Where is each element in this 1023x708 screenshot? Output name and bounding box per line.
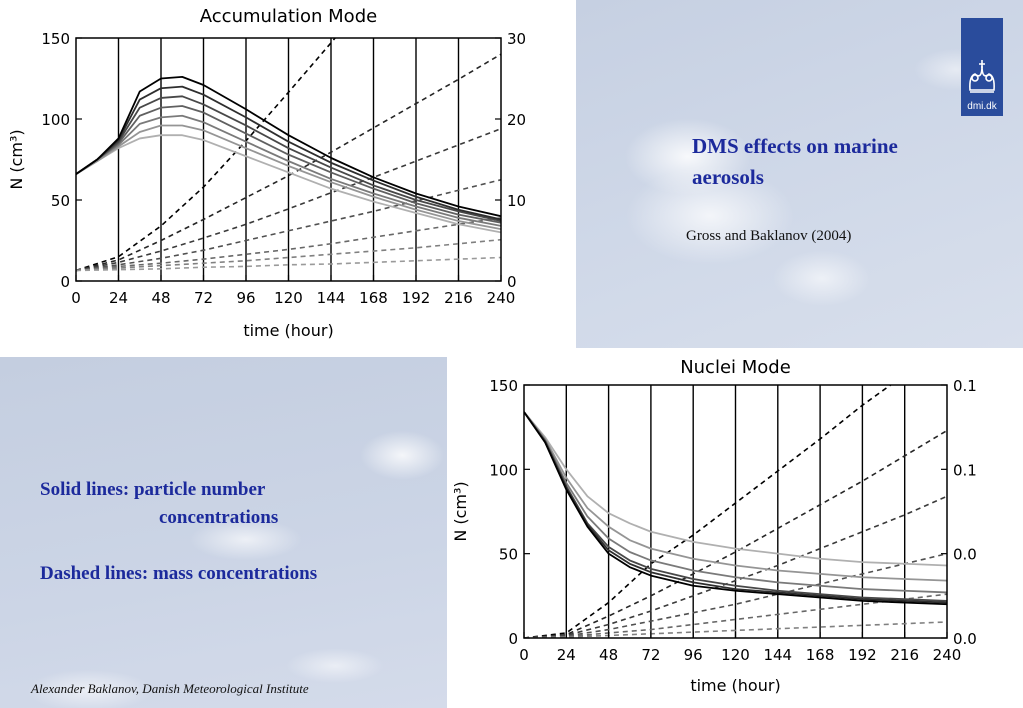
sky-background-top — [576, 0, 1023, 348]
y-axis-label: N (cm³) — [7, 129, 26, 189]
plot-area — [524, 385, 947, 638]
x-tick-label: 24 — [557, 646, 576, 664]
x-tick-label: 120 — [274, 289, 303, 307]
x-tick-label: 216 — [444, 289, 473, 307]
solid-series-line — [524, 411, 947, 606]
x-tick-label: 144 — [317, 289, 346, 307]
y-tick-label: 50 — [499, 546, 518, 564]
dmi-logo: dmi.dk — [961, 18, 1003, 116]
y-tick-label: 100 — [41, 111, 70, 129]
x-tick-label: 192 — [848, 646, 877, 664]
solid-series-line — [524, 411, 947, 594]
y-tick-label: 50 — [51, 192, 70, 210]
solid-series-line — [76, 124, 501, 231]
chart-title: Accumulation Mode — [200, 6, 377, 27]
x-tick-label: 0 — [519, 646, 529, 664]
solid-lines-note: Solid lines: particle number — [40, 479, 266, 500]
logo-text: dmi.dk — [967, 101, 997, 112]
accumulation-mode-chart: Accumulation Mode 0 24 48 72 96 120 144 168 192 21… — [7, 6, 526, 340]
plot-area — [76, 38, 501, 272]
dashed-series-line — [524, 621, 947, 638]
solid-lines-note-continued: concentrations — [159, 507, 279, 528]
dashed-series-line — [524, 385, 892, 638]
dashed-series-line — [76, 238, 501, 272]
x-tick-label: 240 — [933, 646, 962, 664]
y2-tick-label: 10 — [507, 192, 526, 210]
dashed-series-line — [76, 38, 337, 272]
nuclei-mode-chart: Nuclei Mode 0 24 48 72 96 120 144 168 192 216 240 0 5… — [451, 357, 977, 695]
y-tick-label: 150 — [489, 377, 518, 395]
y-tick-label: 0 — [508, 630, 518, 648]
slide-title: DMS effects on marine aerosols — [692, 134, 898, 189]
footer-author: Alexander Baklanov, Danish Meteorologica… — [31, 681, 309, 696]
dashed-series-line — [524, 593, 947, 638]
x-tick-label: 144 — [763, 646, 792, 664]
y2-tick-label: 30 — [507, 30, 526, 48]
dashed-series-line — [76, 53, 501, 272]
x-tick-label: 96 — [236, 289, 255, 307]
solid-series-line — [76, 105, 501, 224]
chart-title: Nuclei Mode — [680, 357, 791, 378]
x-tick-label: 0 — [71, 289, 81, 307]
solid-series-line — [76, 134, 501, 234]
x-tick-label: 72 — [641, 646, 660, 664]
x-tick-label: 72 — [194, 289, 213, 307]
solid-series-line — [76, 114, 501, 227]
y2-tick-label: 0.0 — [953, 630, 977, 648]
y-tick-label: 0 — [60, 273, 70, 291]
x-tick-label: 168 — [806, 646, 835, 664]
dashed-series-line — [524, 495, 947, 638]
x-tick-label: 120 — [721, 646, 750, 664]
y2-tick-label: 0.1 — [953, 461, 977, 479]
x-axis-label: time (hour) — [243, 321, 333, 340]
solid-series-line — [76, 95, 501, 222]
x-tick-label: 48 — [151, 289, 170, 307]
solid-series-line — [76, 85, 501, 221]
x-axis-label: time (hour) — [690, 676, 780, 695]
y2-tick-label: 0.0 — [953, 546, 977, 564]
y2-tick-label: 0.1 — [953, 377, 977, 395]
y-tick-label: 150 — [41, 30, 70, 48]
x-tick-label: 216 — [890, 646, 919, 664]
dashed-lines-note: Dashed lines: mass concentrations — [40, 563, 318, 584]
y-tick-label: 100 — [489, 461, 518, 479]
crown-icon — [969, 60, 995, 93]
y2-tick-label: 0 — [507, 273, 517, 291]
x-tick-label: 24 — [109, 289, 128, 307]
sky-background-bottom — [0, 357, 447, 708]
x-tick-label: 240 — [487, 289, 516, 307]
dashed-series-line — [76, 256, 501, 272]
x-tick-label: 96 — [684, 646, 703, 664]
x-tick-label: 168 — [359, 289, 388, 307]
y2-tick-label: 20 — [507, 111, 526, 129]
citation: Gross and Baklanov (2004) — [686, 228, 852, 244]
x-tick-label: 48 — [599, 646, 618, 664]
solid-series-line — [524, 411, 947, 582]
dashed-series-line — [76, 127, 501, 272]
solid-series-line — [76, 75, 501, 218]
x-tick-label: 192 — [402, 289, 431, 307]
dashed-series-line — [524, 429, 947, 638]
solid-series-line — [524, 411, 947, 567]
y-axis-label: N (cm³) — [451, 481, 470, 541]
